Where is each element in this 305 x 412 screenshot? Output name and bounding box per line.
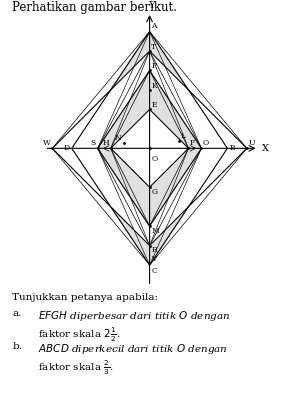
Text: b.: b.: [12, 342, 22, 351]
Text: L: L: [180, 131, 185, 140]
Polygon shape: [98, 70, 202, 226]
Text: $ABCD$ diperkecil dari titik $O$ dengan: $ABCD$ diperkecil dari titik $O$ dengan: [38, 342, 228, 356]
Text: G: G: [152, 188, 157, 196]
Text: faktor skala $\frac{2}{3}$.: faktor skala $\frac{2}{3}$.: [38, 358, 114, 377]
Text: X: X: [261, 144, 268, 153]
Text: U: U: [248, 139, 255, 147]
Polygon shape: [52, 51, 247, 246]
Text: C: C: [151, 267, 157, 275]
Text: A: A: [151, 22, 157, 30]
Text: Tunjukkan petanya apabila:: Tunjukkan petanya apabila:: [12, 293, 158, 302]
Text: K: K: [151, 82, 157, 90]
Text: H: H: [102, 139, 109, 147]
Text: E: E: [151, 101, 157, 110]
Text: S: S: [91, 139, 96, 147]
Text: O: O: [203, 139, 209, 147]
Text: T: T: [151, 43, 156, 51]
Text: O: O: [152, 155, 158, 163]
Text: V: V: [152, 255, 157, 263]
Text: W: W: [42, 139, 50, 147]
Text: $EFGH$ diperbesar dari titik $O$ dengan: $EFGH$ diperbesar dari titik $O$ dengan: [38, 309, 231, 323]
Text: F: F: [190, 139, 195, 147]
Polygon shape: [72, 32, 228, 265]
Text: Perhatikan gambar berikut.: Perhatikan gambar berikut.: [12, 1, 177, 14]
Text: N: N: [115, 134, 122, 143]
Polygon shape: [111, 110, 188, 187]
Text: R: R: [152, 246, 157, 254]
Text: B: B: [230, 144, 235, 152]
Text: faktor skala $2\frac{1}{2}$.: faktor skala $2\frac{1}{2}$.: [38, 325, 120, 344]
Text: M: M: [152, 227, 159, 235]
Text: a.: a.: [12, 309, 22, 318]
Text: Y: Y: [148, 1, 155, 10]
Text: D: D: [63, 144, 70, 152]
Text: P: P: [151, 63, 156, 70]
